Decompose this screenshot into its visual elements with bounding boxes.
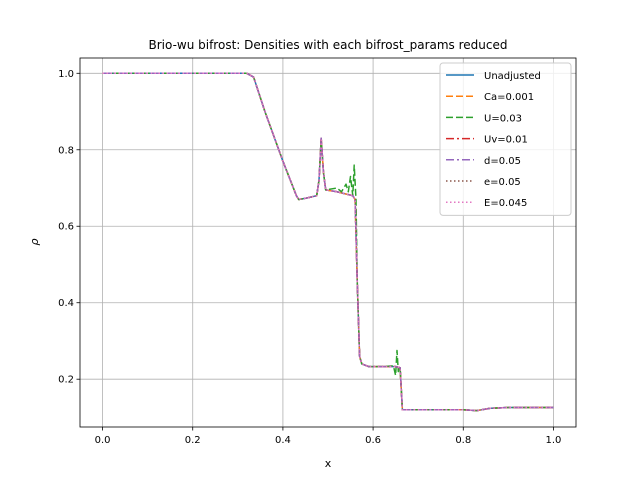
x-tick-label: 0.4 [275, 435, 291, 446]
y-tick-label: 1.0 [58, 69, 74, 80]
plot-series [102, 72, 554, 412]
series-line-6 [102, 72, 554, 412]
legend-label-6: E=0.045 [484, 198, 527, 209]
legend-label-3: Uv=0.01 [484, 135, 528, 146]
plot-frame [79, 57, 577, 428]
x-tick-label: 0.6 [365, 435, 381, 446]
x-tick-label: 1.0 [546, 435, 562, 446]
x-tick-label: 0.2 [185, 435, 201, 446]
legend: Unadjusted Ca=0.001 U=0.03 Uv=0.01 d=0.05 e=0… [439, 62, 572, 216]
legend-label-4: d=0.05 [484, 156, 521, 167]
x-tick-label: 0.0 [95, 435, 111, 446]
legend-box [439, 62, 572, 216]
legend-label-5: e=0.05 [484, 177, 521, 188]
y-tick-label: 0.4 [58, 298, 74, 309]
legend-label-1: Ca=0.001 [484, 92, 534, 103]
axis-ticks: 0.0 0.2 0.4 0.6 0.8 1.0 0.2 0.4 0.6 0.8 1.0 [58, 69, 561, 446]
y-axis-label: ρ [28, 238, 41, 245]
y-tick-label: 0.8 [58, 145, 74, 156]
x-axis-label: x [325, 457, 332, 470]
x-tick-label: 0.8 [455, 435, 471, 446]
y-tick-label: 0.6 [58, 222, 74, 233]
chart-title: Brio-wu bifrost: Densities with each bif… [149, 38, 508, 52]
legend-label-0: Unadjusted [484, 71, 541, 82]
y-tick-label: 0.2 [58, 375, 74, 386]
legend-label-2: U=0.03 [484, 113, 522, 124]
